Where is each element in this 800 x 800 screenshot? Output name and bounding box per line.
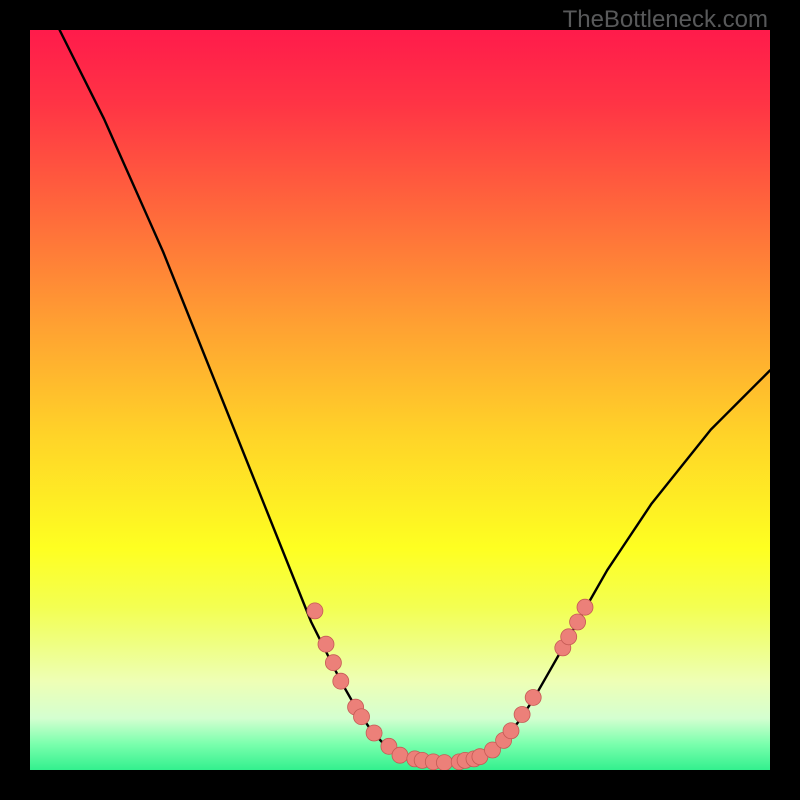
curve-marker [503,723,519,739]
curve-marker [366,725,382,741]
curve-marker [570,614,586,630]
curve-marker [318,636,334,652]
plot-area [30,30,770,770]
curve-marker [325,655,341,671]
curve-marker [307,603,323,619]
curve-marker [436,755,452,770]
plot-svg [30,30,770,770]
curve-marker [577,599,593,615]
curve-marker [392,747,408,763]
curve-marker [525,689,541,705]
curve-marker [561,629,577,645]
curve-marker [514,707,530,723]
plot-background [30,30,770,770]
chart-root: TheBottleneck.com [0,0,800,800]
curve-marker [354,709,370,725]
curve-marker [333,673,349,689]
watermark-text: TheBottleneck.com [563,6,768,34]
